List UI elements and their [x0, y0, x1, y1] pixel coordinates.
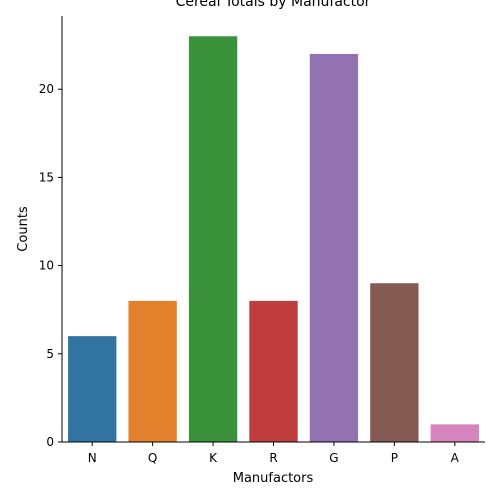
- bar-A: [431, 424, 479, 442]
- x-tick-label: G: [329, 451, 338, 465]
- x-tick-label: A: [451, 451, 460, 465]
- y-tick-label: 15: [39, 170, 54, 184]
- x-tick-label: Q: [148, 451, 157, 465]
- y-tick-label: 5: [46, 347, 54, 361]
- x-tick-label: N: [88, 451, 97, 465]
- x-tick-label: R: [269, 451, 277, 465]
- bar-N: [68, 336, 116, 442]
- bar-K: [189, 36, 237, 442]
- x-tick-label: K: [209, 451, 218, 465]
- x-tick-label: P: [391, 451, 398, 465]
- y-axis-label: Counts: [16, 206, 31, 252]
- x-axis-label: Manufactors: [233, 471, 314, 486]
- y-tick-label: 10: [39, 259, 54, 273]
- bars-group: [68, 36, 479, 442]
- bar-P: [370, 283, 418, 442]
- y-tick-label: 20: [39, 82, 54, 96]
- bar-R: [249, 301, 297, 442]
- y-tick-label: 0: [46, 435, 54, 449]
- y-ticks-group: 0 5 10 15 20: [39, 82, 62, 449]
- bar-Q: [128, 301, 176, 442]
- chart-title: Cereal Totals by Manufactor: [176, 0, 371, 10]
- bar-G: [310, 54, 358, 442]
